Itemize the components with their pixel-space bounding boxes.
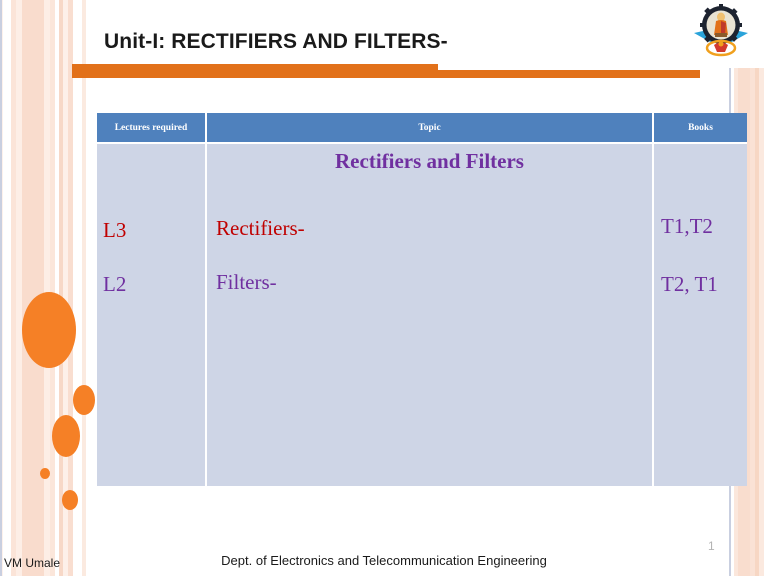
orange-ellipse-decoration	[22, 292, 76, 368]
lectures-value-row1: L3	[103, 218, 127, 242]
column-header-books: Books	[654, 113, 747, 144]
syllabus-table: Lectures required Topic Books L3 L2 Rect…	[97, 113, 747, 486]
institute-emblem-icon	[692, 3, 750, 61]
cell-topic-content: Rectifiers and Filters Rectifiers- Filte…	[207, 144, 652, 486]
topic-value-row1: Rectifiers-	[216, 216, 305, 240]
orange-ellipse-decoration	[52, 415, 80, 457]
column-header-lectures: Lectures required	[97, 113, 207, 144]
cell-topic: Rectifiers and Filters Rectifiers- Filte…	[207, 144, 654, 486]
topic-value-row2: Filters-	[216, 270, 277, 294]
cell-lectures-content: L3 L2	[97, 144, 205, 486]
table-header-row: Lectures required Topic Books	[97, 113, 747, 144]
column-header-topic: Topic	[207, 113, 654, 144]
footer-author: VM Umale	[4, 556, 61, 570]
slide-page-number: 1	[708, 539, 715, 553]
lectures-value-row2: L2	[103, 272, 127, 296]
table-row: L3 L2 Rectifiers and Filters Rectifiers-…	[97, 144, 747, 486]
orange-ellipse-decoration	[73, 385, 95, 415]
slide-title: Unit-I: RECTIFIERS AND FILTERS-	[104, 30, 448, 53]
books-value-row2: T2, T1	[661, 272, 718, 296]
title-accent-bar-lower	[72, 70, 700, 78]
orange-ellipse-decoration	[40, 468, 50, 479]
cell-books-content: T1,T2 T2, T1	[654, 144, 747, 486]
left-edge-rule	[0, 0, 2, 576]
title-accent-bar-upper	[72, 64, 438, 72]
cell-books: T1,T2 T2, T1	[654, 144, 747, 486]
cell-lectures: L3 L2	[97, 144, 207, 486]
left-stripe-decoration	[0, 0, 98, 576]
orange-ellipse-decoration	[62, 490, 78, 510]
topic-section-heading: Rectifiers and Filters	[335, 149, 524, 173]
books-value-row1: T1,T2	[661, 214, 713, 238]
footer-department: Dept. of Electronics and Telecommunicati…	[221, 553, 547, 568]
